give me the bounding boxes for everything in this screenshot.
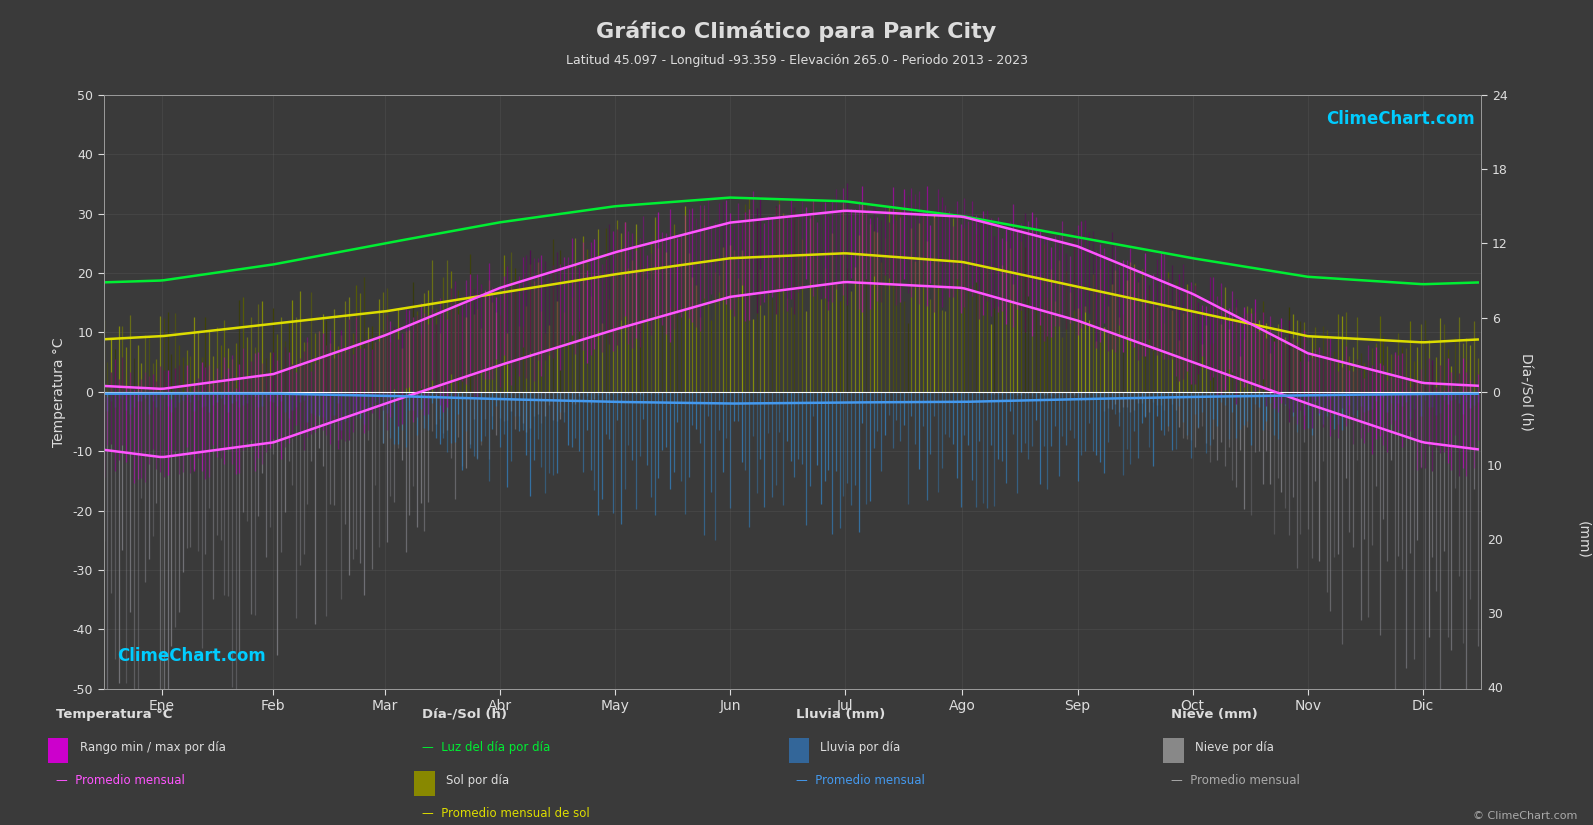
Text: ClimeChart.com: ClimeChart.com xyxy=(118,647,266,665)
Text: —  Promedio mensual: — Promedio mensual xyxy=(1171,774,1300,787)
Text: ClimeChart.com: ClimeChart.com xyxy=(1325,110,1475,128)
Text: © ClimeChart.com: © ClimeChart.com xyxy=(1472,811,1577,821)
Text: —  Luz del día por día: — Luz del día por día xyxy=(422,741,551,754)
Text: Lluvia / Nieve
(mm): Lluvia / Nieve (mm) xyxy=(1577,493,1593,587)
Y-axis label: Día-/Sol (h): Día-/Sol (h) xyxy=(1518,353,1532,431)
Text: Rango min / max por día: Rango min / max por día xyxy=(80,741,226,754)
Text: Lluvia (mm): Lluvia (mm) xyxy=(796,708,886,721)
Text: Temperatura °C: Temperatura °C xyxy=(56,708,172,721)
Text: Lluvia por día: Lluvia por día xyxy=(820,741,900,754)
Text: 20: 20 xyxy=(1486,534,1502,547)
Text: 10: 10 xyxy=(1486,460,1502,473)
Text: 40: 40 xyxy=(1486,682,1502,695)
Text: Sol por día: Sol por día xyxy=(446,774,510,787)
Y-axis label: Temperatura °C: Temperatura °C xyxy=(51,337,65,446)
Text: Nieve por día: Nieve por día xyxy=(1195,741,1274,754)
Text: —  Promedio mensual: — Promedio mensual xyxy=(796,774,926,787)
Text: Gráfico Climático para Park City: Gráfico Climático para Park City xyxy=(596,21,997,42)
Text: —  Promedio mensual de sol: — Promedio mensual de sol xyxy=(422,807,589,820)
Text: Nieve (mm): Nieve (mm) xyxy=(1171,708,1257,721)
Text: —  Promedio mensual: — Promedio mensual xyxy=(56,774,185,787)
Text: Latitud 45.097 - Longitud -93.359 - Elevación 265.0 - Periodo 2013 - 2023: Latitud 45.097 - Longitud -93.359 - Elev… xyxy=(566,54,1027,67)
Text: 30: 30 xyxy=(1486,608,1502,621)
Text: Día-/Sol (h): Día-/Sol (h) xyxy=(422,708,507,721)
